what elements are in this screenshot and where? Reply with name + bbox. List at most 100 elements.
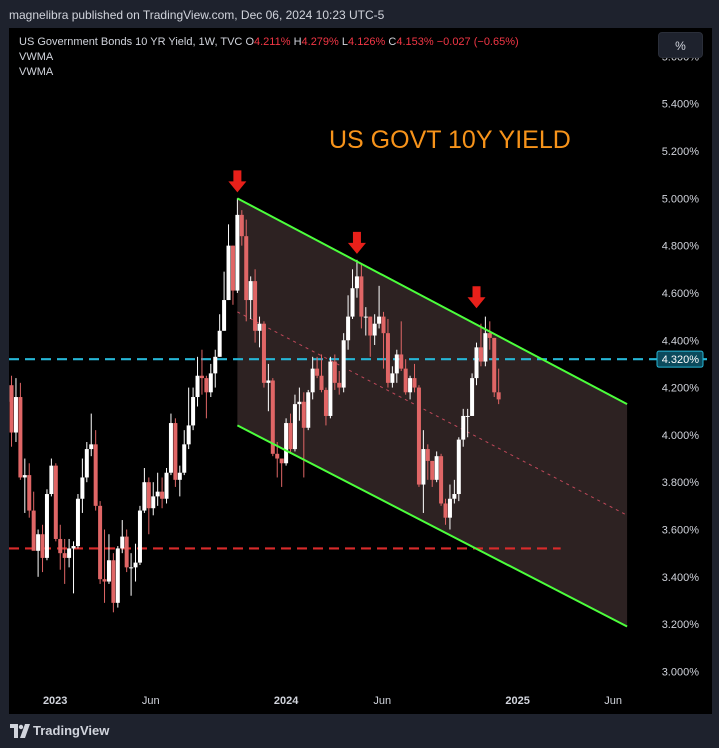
candle-body-17 bbox=[80, 477, 85, 499]
candle-body-15 bbox=[71, 546, 76, 549]
y-tick-label-12: 3.200% bbox=[662, 619, 700, 631]
candle-body-77 bbox=[346, 316, 351, 341]
candle-body-25 bbox=[115, 548, 120, 603]
candle-body-67 bbox=[301, 401, 306, 428]
y-tick-label-3: 5.000% bbox=[662, 193, 700, 205]
candle-body-104 bbox=[465, 415, 470, 417]
candle-body-50 bbox=[226, 245, 231, 301]
y-tick-label-10: 3.600% bbox=[662, 525, 700, 537]
legend-main-row: US Government Bonds 10 YR Yield, 1W, TVC… bbox=[19, 35, 519, 50]
candle-body-72 bbox=[323, 389, 328, 416]
candle-body-89 bbox=[399, 354, 404, 369]
candle-body-26 bbox=[120, 536, 125, 549]
y-tick-label-13: 3.000% bbox=[662, 666, 700, 678]
candle-body-19 bbox=[89, 444, 94, 450]
x-tick-label-4: 2025 bbox=[505, 695, 529, 707]
candle-body-85 bbox=[381, 316, 386, 334]
candle-body-1 bbox=[9, 385, 14, 433]
chart-legend: US Government Bonds 10 YR Yield, 1W, TVC… bbox=[19, 35, 519, 80]
y-tick-label-5: 4.600% bbox=[662, 288, 700, 300]
candle-body-3 bbox=[18, 397, 23, 478]
candle-body-42 bbox=[191, 397, 196, 426]
candle-body-71 bbox=[319, 375, 324, 390]
candle-body-34 bbox=[155, 491, 160, 497]
top-bar: magnelibra published on TradingView.com,… bbox=[0, 0, 719, 28]
candle-body-6 bbox=[31, 510, 36, 551]
y-tick-label-1: 5.400% bbox=[662, 99, 700, 111]
candle-body-65 bbox=[292, 404, 297, 450]
candle-body-35 bbox=[160, 491, 165, 499]
channel-upper-line bbox=[236, 197, 628, 406]
channel-fill bbox=[237, 198, 628, 627]
candle-body-108 bbox=[483, 333, 488, 362]
candle-body-28 bbox=[129, 567, 134, 569]
x-tick-label-5: Jun bbox=[604, 695, 622, 707]
candle-body-54 bbox=[244, 236, 249, 301]
price-chart[interactable]: US GOVT 10Y YIELD5.600%5.400%5.200%5.000… bbox=[9, 28, 712, 714]
candle-body-106 bbox=[474, 347, 479, 379]
candle-body-16 bbox=[75, 498, 80, 547]
candle-body-84 bbox=[377, 316, 382, 324]
candle-body-95 bbox=[425, 449, 430, 461]
x-tick-label-0: 2023 bbox=[43, 695, 67, 707]
low-value: 4.126% bbox=[348, 36, 386, 48]
candle-body-86 bbox=[385, 333, 390, 383]
candle-body-99 bbox=[443, 503, 448, 518]
candle-body-48 bbox=[217, 330, 222, 357]
candle-body-69 bbox=[310, 368, 315, 393]
open-value: 4.211% bbox=[254, 36, 291, 48]
candle-body-44 bbox=[199, 375, 204, 379]
candle-body-39 bbox=[177, 472, 182, 480]
candle-body-110 bbox=[492, 337, 497, 393]
candle-body-4 bbox=[22, 475, 27, 478]
candle-body-32 bbox=[146, 482, 151, 509]
candle-body-70 bbox=[315, 368, 320, 376]
candle-body-102 bbox=[456, 439, 461, 495]
candle-body-109 bbox=[487, 333, 492, 338]
candle-body-90 bbox=[403, 368, 408, 393]
candle-body-46 bbox=[208, 373, 213, 393]
percent-scale-button[interactable]: % bbox=[658, 32, 703, 58]
candle-body-31 bbox=[142, 482, 147, 511]
candle-body-73 bbox=[328, 361, 333, 416]
candle-body-47 bbox=[213, 356, 218, 374]
candle-body-79 bbox=[354, 276, 359, 289]
candle-body-82 bbox=[368, 316, 373, 336]
candle-body-37 bbox=[168, 423, 173, 473]
bottom-bar: TradingView bbox=[0, 714, 719, 748]
indicator-vwma-2[interactable]: VWMA bbox=[19, 66, 54, 78]
candle-body-9 bbox=[44, 494, 49, 558]
candle-body-53 bbox=[239, 214, 244, 237]
candle-body-57 bbox=[257, 323, 262, 331]
candle-body-64 bbox=[288, 423, 293, 450]
candle-body-23 bbox=[106, 560, 111, 582]
y-tick-label-2: 5.200% bbox=[662, 146, 700, 158]
x-tick-label-1: Jun bbox=[142, 695, 160, 707]
low-label: L bbox=[341, 36, 349, 48]
open-label: O bbox=[245, 36, 254, 48]
candle-body-29 bbox=[133, 562, 138, 568]
candle-body-66 bbox=[297, 401, 302, 405]
candle-body-14 bbox=[67, 548, 72, 558]
candle-body-2 bbox=[13, 397, 18, 433]
y-tick-label-7: 4.200% bbox=[662, 383, 700, 395]
chart-area[interactable]: US GOVT 10Y YIELD5.600%5.400%5.200%5.000… bbox=[9, 28, 712, 714]
candle-body-7 bbox=[36, 534, 41, 551]
candle-body-105 bbox=[470, 378, 475, 416]
y-tick-label-11: 3.400% bbox=[662, 572, 700, 584]
tradingview-logo-icon bbox=[10, 724, 30, 738]
symbol-name[interactable]: US Government Bonds 10 YR Yield, 1W, TVC bbox=[19, 36, 243, 48]
candle-body-18 bbox=[84, 449, 89, 478]
tradingview-brand-text: TradingView bbox=[33, 723, 110, 738]
candle-body-33 bbox=[151, 496, 156, 509]
candle-body-52 bbox=[235, 214, 240, 291]
indicator-vwma-1[interactable]: VWMA bbox=[19, 51, 54, 63]
y-tick-label-4: 4.800% bbox=[662, 241, 700, 253]
candle-body-61 bbox=[275, 453, 280, 459]
x-tick-label-2: 2024 bbox=[274, 695, 299, 707]
candle-body-49 bbox=[222, 300, 227, 331]
candle-body-13 bbox=[62, 553, 67, 558]
candle-body-11 bbox=[53, 465, 58, 539]
candle-body-51 bbox=[230, 245, 235, 291]
candle-body-100 bbox=[447, 498, 452, 518]
